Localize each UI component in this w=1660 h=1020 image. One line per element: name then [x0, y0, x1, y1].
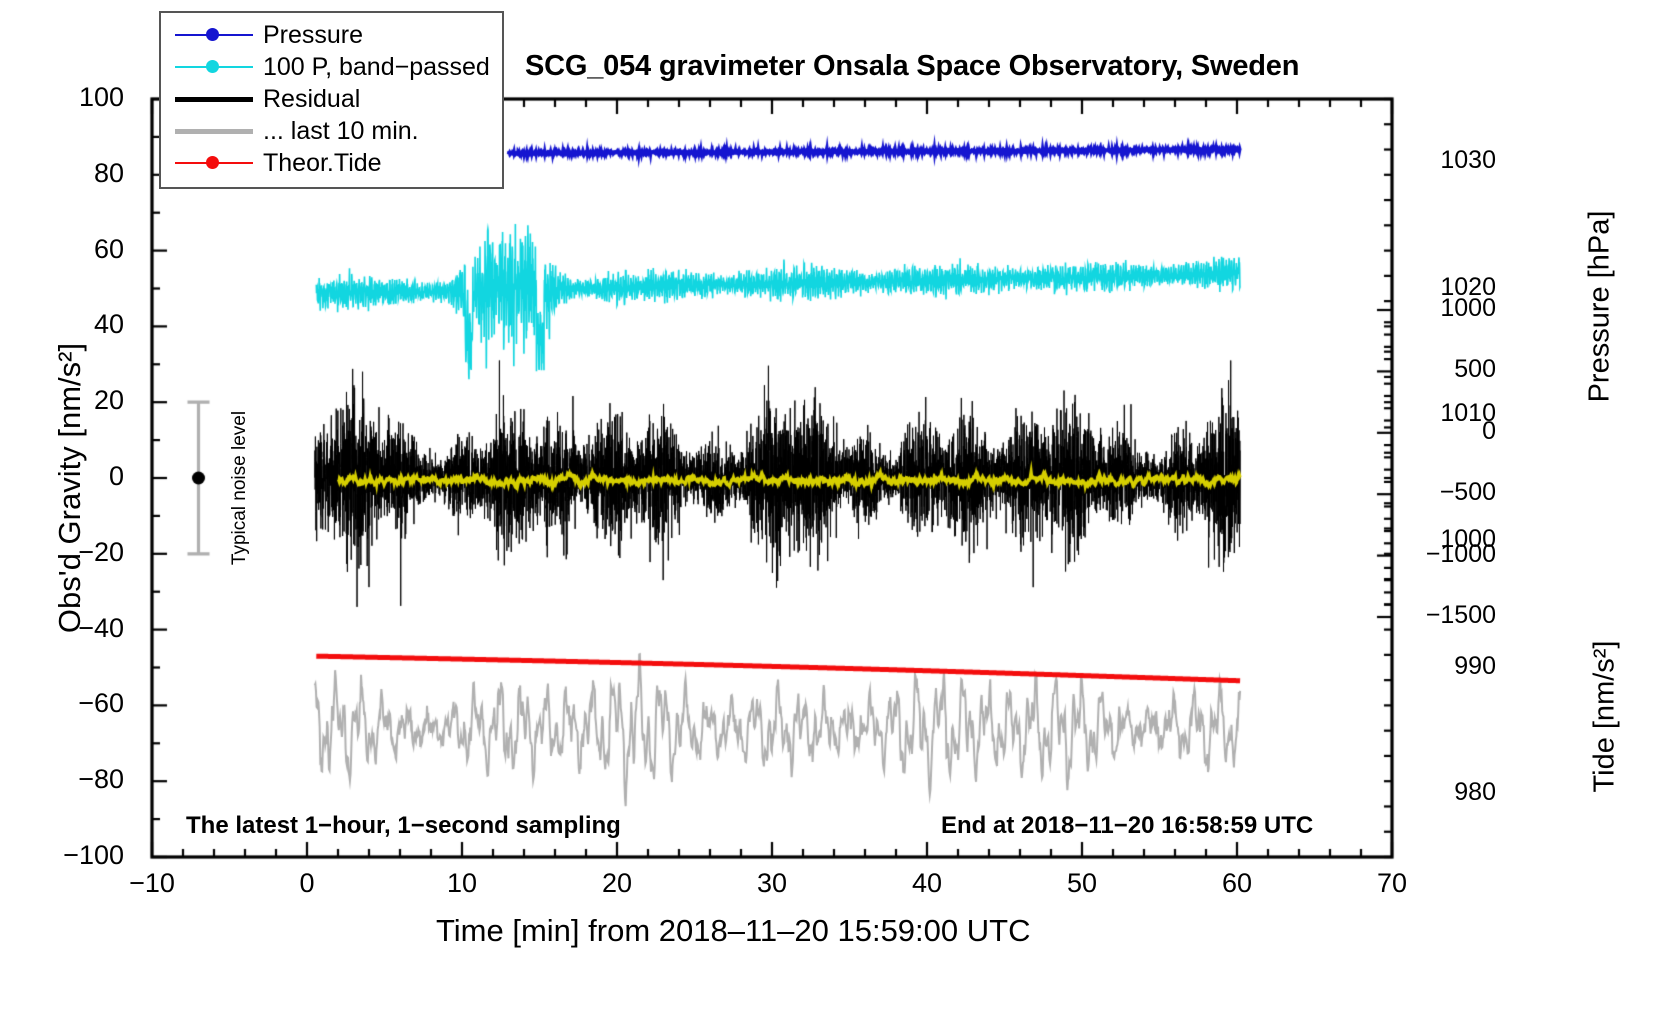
y-tick-tide-3: −500: [1439, 478, 1496, 507]
y-tick-tide-2: 0: [1482, 416, 1496, 445]
legend-swatch-residual-last-10: [175, 121, 253, 141]
y-tick-tide-4: −1000: [1425, 539, 1496, 568]
legend-dot-icon: [206, 28, 219, 41]
y-tick-left-10: −100: [63, 840, 124, 870]
legend-dot-icon: [206, 156, 219, 169]
x-tick-6: 50: [1066, 868, 1098, 898]
legend-swatch-theoretical-tide: [175, 153, 253, 173]
legend-line-icon: [175, 129, 253, 134]
y-tick-pressure-4: 990: [1454, 651, 1496, 680]
legend-swatch-pressure: [175, 25, 253, 45]
legend-dot-icon: [206, 60, 219, 73]
y-tick-left-4: 20: [93, 385, 124, 416]
y-tick-left-3: 40: [93, 309, 124, 340]
legend-label: Pressure: [263, 20, 364, 49]
y-tick-left-5: 0: [108, 461, 124, 491]
y-tick-pressure-5: 980: [1454, 777, 1496, 806]
y-tick-tide-0: 1000: [1440, 294, 1496, 322]
y-tick-left-0: 100: [78, 82, 124, 112]
x-tick-1: 0: [299, 868, 315, 898]
legend-label: ... last 10 min.: [263, 116, 419, 145]
x-tick-7: 60: [1221, 868, 1253, 898]
legend-item-theoretical-tide[interactable]: Theor.Tide: [161, 147, 502, 179]
y-tick-pressure-2: 1010: [1440, 398, 1496, 427]
chart-title: SCG_054 gravimeter Onsala Space Observat…: [525, 50, 1300, 82]
x-axis-title: Time [min] from 2018–11–20 15:59:00 UTC: [436, 913, 1031, 948]
legend-item-residual[interactable]: Residual: [161, 83, 502, 115]
x-tick-3: 20: [601, 868, 633, 898]
legend-label: Residual: [263, 84, 361, 113]
y-tick-pressure-1: 1020: [1440, 272, 1496, 301]
y-tick-left-1: 80: [93, 157, 124, 188]
y-tick-left-7: −40: [78, 612, 124, 643]
y-tick-left-6: −20: [78, 536, 124, 567]
legend-item-band-passed[interactable]: 100 P, band−passed: [161, 51, 502, 83]
y-tick-tide-5: −1500: [1425, 601, 1496, 629]
legend-label: 100 P, band−passed: [263, 52, 490, 81]
y-tick-left-2: 60: [93, 233, 124, 264]
annotation-sampling: The latest 1−hour, 1−second sampling: [186, 812, 621, 839]
y-tick-pressure-3: 1000: [1440, 525, 1496, 554]
y-axis-pressure-title: Pressure [hPa]: [1583, 210, 1616, 403]
legend-swatch-residual: [175, 89, 253, 109]
legend-swatch-band-passed: [175, 57, 253, 77]
x-tick-5: 40: [911, 868, 943, 898]
legend-label: Theor.Tide: [263, 148, 382, 177]
legend: Pressure 100 P, band−passed Residual ... la…: [159, 11, 504, 189]
legend-line-icon: [175, 97, 253, 102]
y-tick-tide-1: 500: [1454, 355, 1496, 384]
y-tick-pressure-0: 1030: [1440, 146, 1496, 175]
x-tick-0: −10: [129, 868, 175, 898]
y-tick-left-9: −80: [78, 764, 124, 795]
x-tick-2: 10: [446, 868, 478, 898]
x-tick-4: 30: [756, 868, 788, 898]
annotation-noise-level: Typical noise level: [229, 410, 250, 566]
annotation-end-time: End at 2018−11−20 16:58:59 UTC: [941, 812, 1314, 839]
y-axis-tide-title: Tide [nm/s²]: [1588, 640, 1621, 793]
legend-item-residual-last-10[interactable]: ... last 10 min.: [161, 115, 502, 147]
x-tick-8: 70: [1376, 868, 1408, 898]
y-tick-left-8: −60: [78, 688, 124, 719]
legend-item-pressure[interactable]: Pressure: [161, 19, 502, 51]
